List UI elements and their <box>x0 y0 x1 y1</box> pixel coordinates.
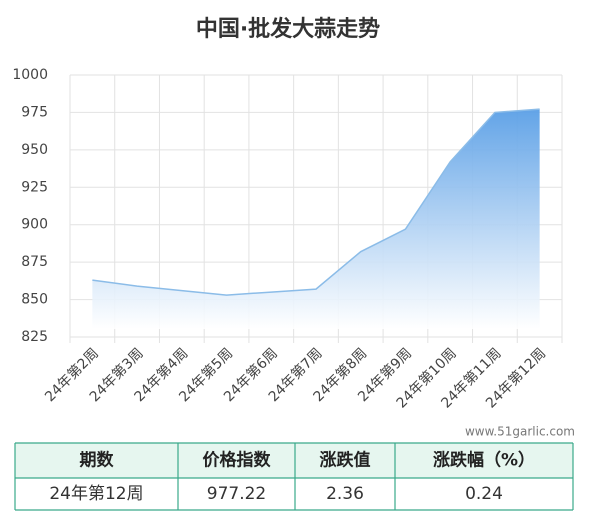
area <box>92 109 540 329</box>
y-tick-label: 875 <box>21 254 48 270</box>
watermark: www.51garlic.com <box>465 425 575 439</box>
y-tick-label: 825 <box>21 329 48 345</box>
y-tick-label: 925 <box>21 179 48 195</box>
table-header: 涨跌幅（%） <box>433 450 535 471</box>
y-tick-label: 975 <box>21 104 48 120</box>
line <box>92 108 540 296</box>
y-tick-label: 900 <box>21 217 48 233</box>
y-tick-label: 1000 <box>12 67 48 83</box>
table-cell: 0.24 <box>465 484 503 504</box>
table-cell: 977.22 <box>207 484 266 504</box>
table-header: 期数 <box>80 450 115 471</box>
y-tick-label: 850 <box>21 292 48 308</box>
table-header: 价格指数 <box>203 450 272 471</box>
table-header-bg <box>15 443 573 478</box>
y-tick-label: 950 <box>21 142 48 158</box>
table-header: 涨跌值 <box>320 450 371 471</box>
table-cell: 24年第12周 <box>49 484 143 504</box>
chart-title: 中国·批发大蒜走势 <box>196 16 380 42</box>
table-cell: 2.36 <box>326 484 364 504</box>
